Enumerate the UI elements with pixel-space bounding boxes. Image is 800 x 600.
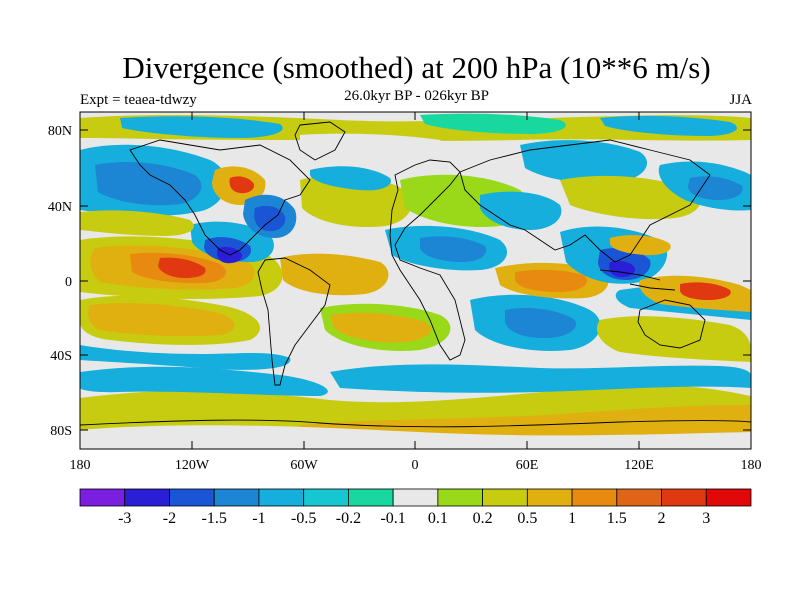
coastline-greenland [294,121,346,161]
field-region [300,405,751,440]
field-region [330,364,751,393]
field-region [330,312,431,343]
colorbar-swatch [213,488,260,507]
lat-tick-label: 80N [48,124,72,139]
lon-tick-label: 60E [516,458,539,473]
field-region [688,176,743,200]
colorbar-label: -1 [252,510,265,527]
experiment-label: Expt = teaea-tdwzy [80,92,197,108]
season-label: JJA [729,92,752,108]
latitude-axis: 80N 40N 0 40S 80S [48,124,751,439]
colorbar-swatch [571,488,618,507]
field-region [515,269,588,292]
colorbar-label: -0.5 [291,510,316,527]
field-region [80,425,751,449]
lon-tick-label: 180 [741,458,762,473]
colorbar-label: 0.1 [428,510,448,527]
field-region [80,345,291,370]
field-region [505,308,576,338]
lon-tick-label: 0 [412,458,419,473]
field-region [310,166,391,191]
field-region [610,235,671,256]
lat-tick-label: 40S [50,349,72,364]
field-region [560,175,701,220]
colorbar-swatch [661,488,707,507]
field-region [280,253,389,296]
colorbar-swatch [79,488,126,507]
coastline-north-america [129,139,311,256]
field-region [254,205,286,232]
coastline-europe-africa [389,159,466,361]
colorbar-swatch [437,488,484,507]
field-region [596,316,751,362]
field-region [95,161,202,206]
map-subtitle: 26.0kyr BP - 026kyr BP [344,88,489,104]
field-region [600,115,737,136]
lon-tick-label: 60W [290,458,318,473]
coastline-indonesia [599,269,676,291]
lat-tick-label: 80S [50,424,72,439]
field-region [480,191,562,230]
colorbar-label: -2 [163,510,176,527]
field-region [229,176,255,194]
field-region [88,302,235,337]
colorbar-label: 2 [658,510,666,527]
lon-tick-label: 120E [624,458,654,473]
lat-tick-label: 40N [48,200,72,215]
lon-tick-label: 120W [175,458,210,473]
colorbar-swatch [303,488,349,507]
lon-tick-label: 180 [70,458,91,473]
colorbar-swatch [616,488,662,507]
colorbar-label: -0.1 [380,510,405,527]
longitude-axis: 180 120W 60W 0 60E 120E 180 [70,112,762,473]
colorbar-swatch [169,488,215,507]
coastline-south-america [257,257,331,386]
colorbar: -3 -2 -1.5 -1 -0.5 -0.2 -0.1 0.1 0.2 0.5 1 1.5 2 3 [79,488,752,527]
colorbar-swatch [705,488,752,507]
coastlines [80,121,751,428]
map-title: Divergence (smoothed) at 200 hPa (10**6 … [122,50,711,85]
colorbar-label: 0.5 [517,510,537,527]
colorbar-label: -1.5 [202,510,227,527]
colorbar-swatch [482,488,528,507]
colorbar-label: 0.2 [473,510,493,527]
divergence-field [80,112,751,449]
field-region [420,113,566,134]
colorbar-label: 1 [568,510,576,527]
colorbar-label: -3 [118,510,131,527]
field-region [300,133,443,156]
colorbar-swatch [258,488,305,507]
colorbar-swatch [347,488,394,507]
field-region [520,140,648,184]
coastline-australia [637,299,706,349]
colorbar-label: 3 [702,510,710,527]
field-region [80,210,194,236]
colorbar-label: 1.5 [607,510,627,527]
colorbar-swatch [392,488,439,507]
field-region [420,236,487,262]
colorbar-swatch [526,488,573,507]
field-region [120,116,283,138]
coastline-antarctica [80,419,751,428]
colorbar-label: -0.2 [336,510,361,527]
lat-tick-label: 0 [65,275,72,290]
field-region [300,175,413,228]
colorbar-swatch [124,488,170,507]
field-region [158,257,206,278]
field-region [80,366,328,396]
field-region [680,282,731,300]
coastline-asia [459,139,711,263]
